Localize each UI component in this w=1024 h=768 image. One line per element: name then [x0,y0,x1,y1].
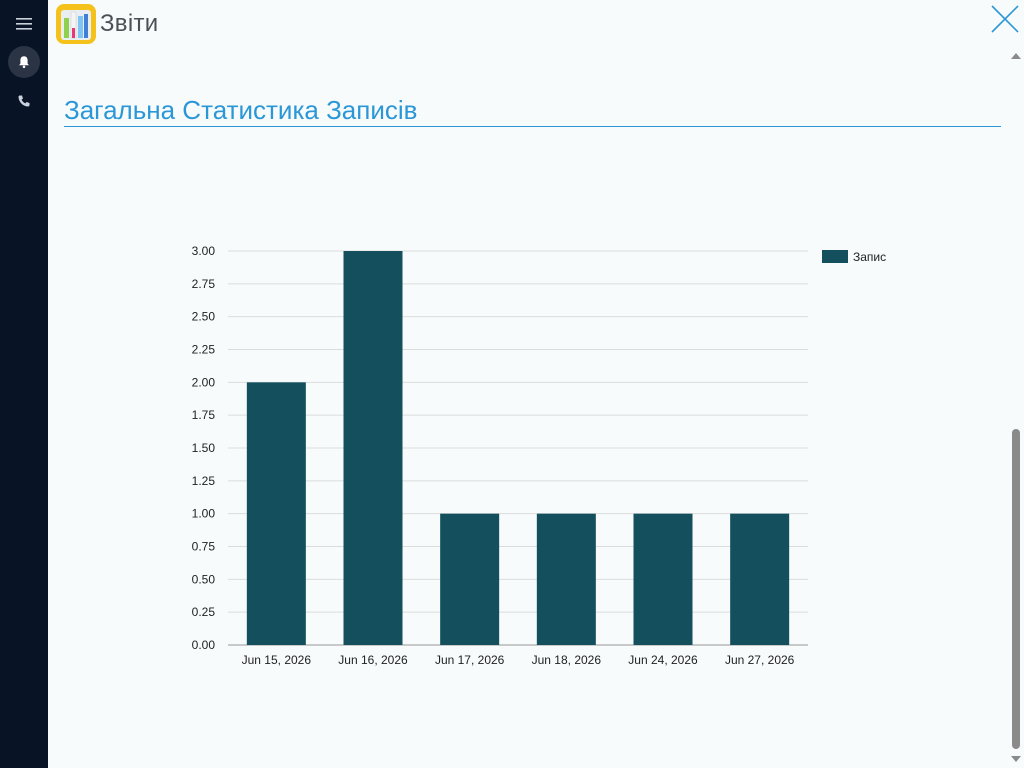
y-tick-label: 2.75 [192,277,216,291]
y-tick-label: 0.50 [192,572,216,586]
x-tick-label: Jun 18, 2026 [532,653,602,667]
bar-chart: 0.00 0.25 0.50 0.75 1.00 1.25 1.50 1.75 2.00 2.25… [192,244,886,667]
calls-button[interactable] [8,85,40,117]
section-divider [64,126,1001,127]
scrollbar[interactable] [1008,48,1024,768]
y-tick-label: 2.25 [192,343,216,357]
y-tick-label: 1.25 [192,474,216,488]
close-button[interactable] [990,4,1020,34]
y-tick-label: 1.50 [192,441,216,455]
y-tick-label: 2.00 [192,375,216,389]
y-tick-label: 0.75 [192,540,216,554]
app-title: Звіти [100,10,159,37]
bar [246,382,306,645]
section-title: Загальна Статистика Записів [64,95,418,125]
y-tick-label: 0.00 [192,638,216,652]
close-icon [991,5,1019,33]
notifications-button[interactable] [8,46,40,78]
bell-icon [19,56,29,69]
x-tick-label: Jun 15, 2026 [242,653,312,667]
scroll-up-arrow[interactable] [1011,53,1021,59]
y-tick-label: 1.00 [192,507,216,521]
bar [633,513,693,645]
scrollbar-thumb[interactable] [1012,429,1020,749]
y-tick-label: 3.00 [192,244,216,258]
x-tick-label: Jun 27, 2026 [725,653,795,667]
menu-button[interactable] [8,8,40,40]
bar [536,513,596,645]
y-tick-label: 2.50 [192,310,216,324]
sidebar [0,0,48,768]
bar [343,251,403,645]
scroll-down-arrow[interactable] [1011,756,1021,762]
menu-icon [16,18,32,30]
y-tick-label: 1.75 [192,408,216,422]
legend-swatch [822,250,848,263]
x-tick-label: Jun 17, 2026 [435,653,505,667]
phone-icon [18,95,30,107]
x-tick-label: Jun 24, 2026 [628,653,698,667]
y-tick-label: 0.25 [192,605,216,619]
legend-label: Запис [853,250,886,264]
bar [730,513,790,645]
x-tick-label: Jun 16, 2026 [338,653,408,667]
bar [440,513,500,645]
reports-app-icon [56,4,96,44]
